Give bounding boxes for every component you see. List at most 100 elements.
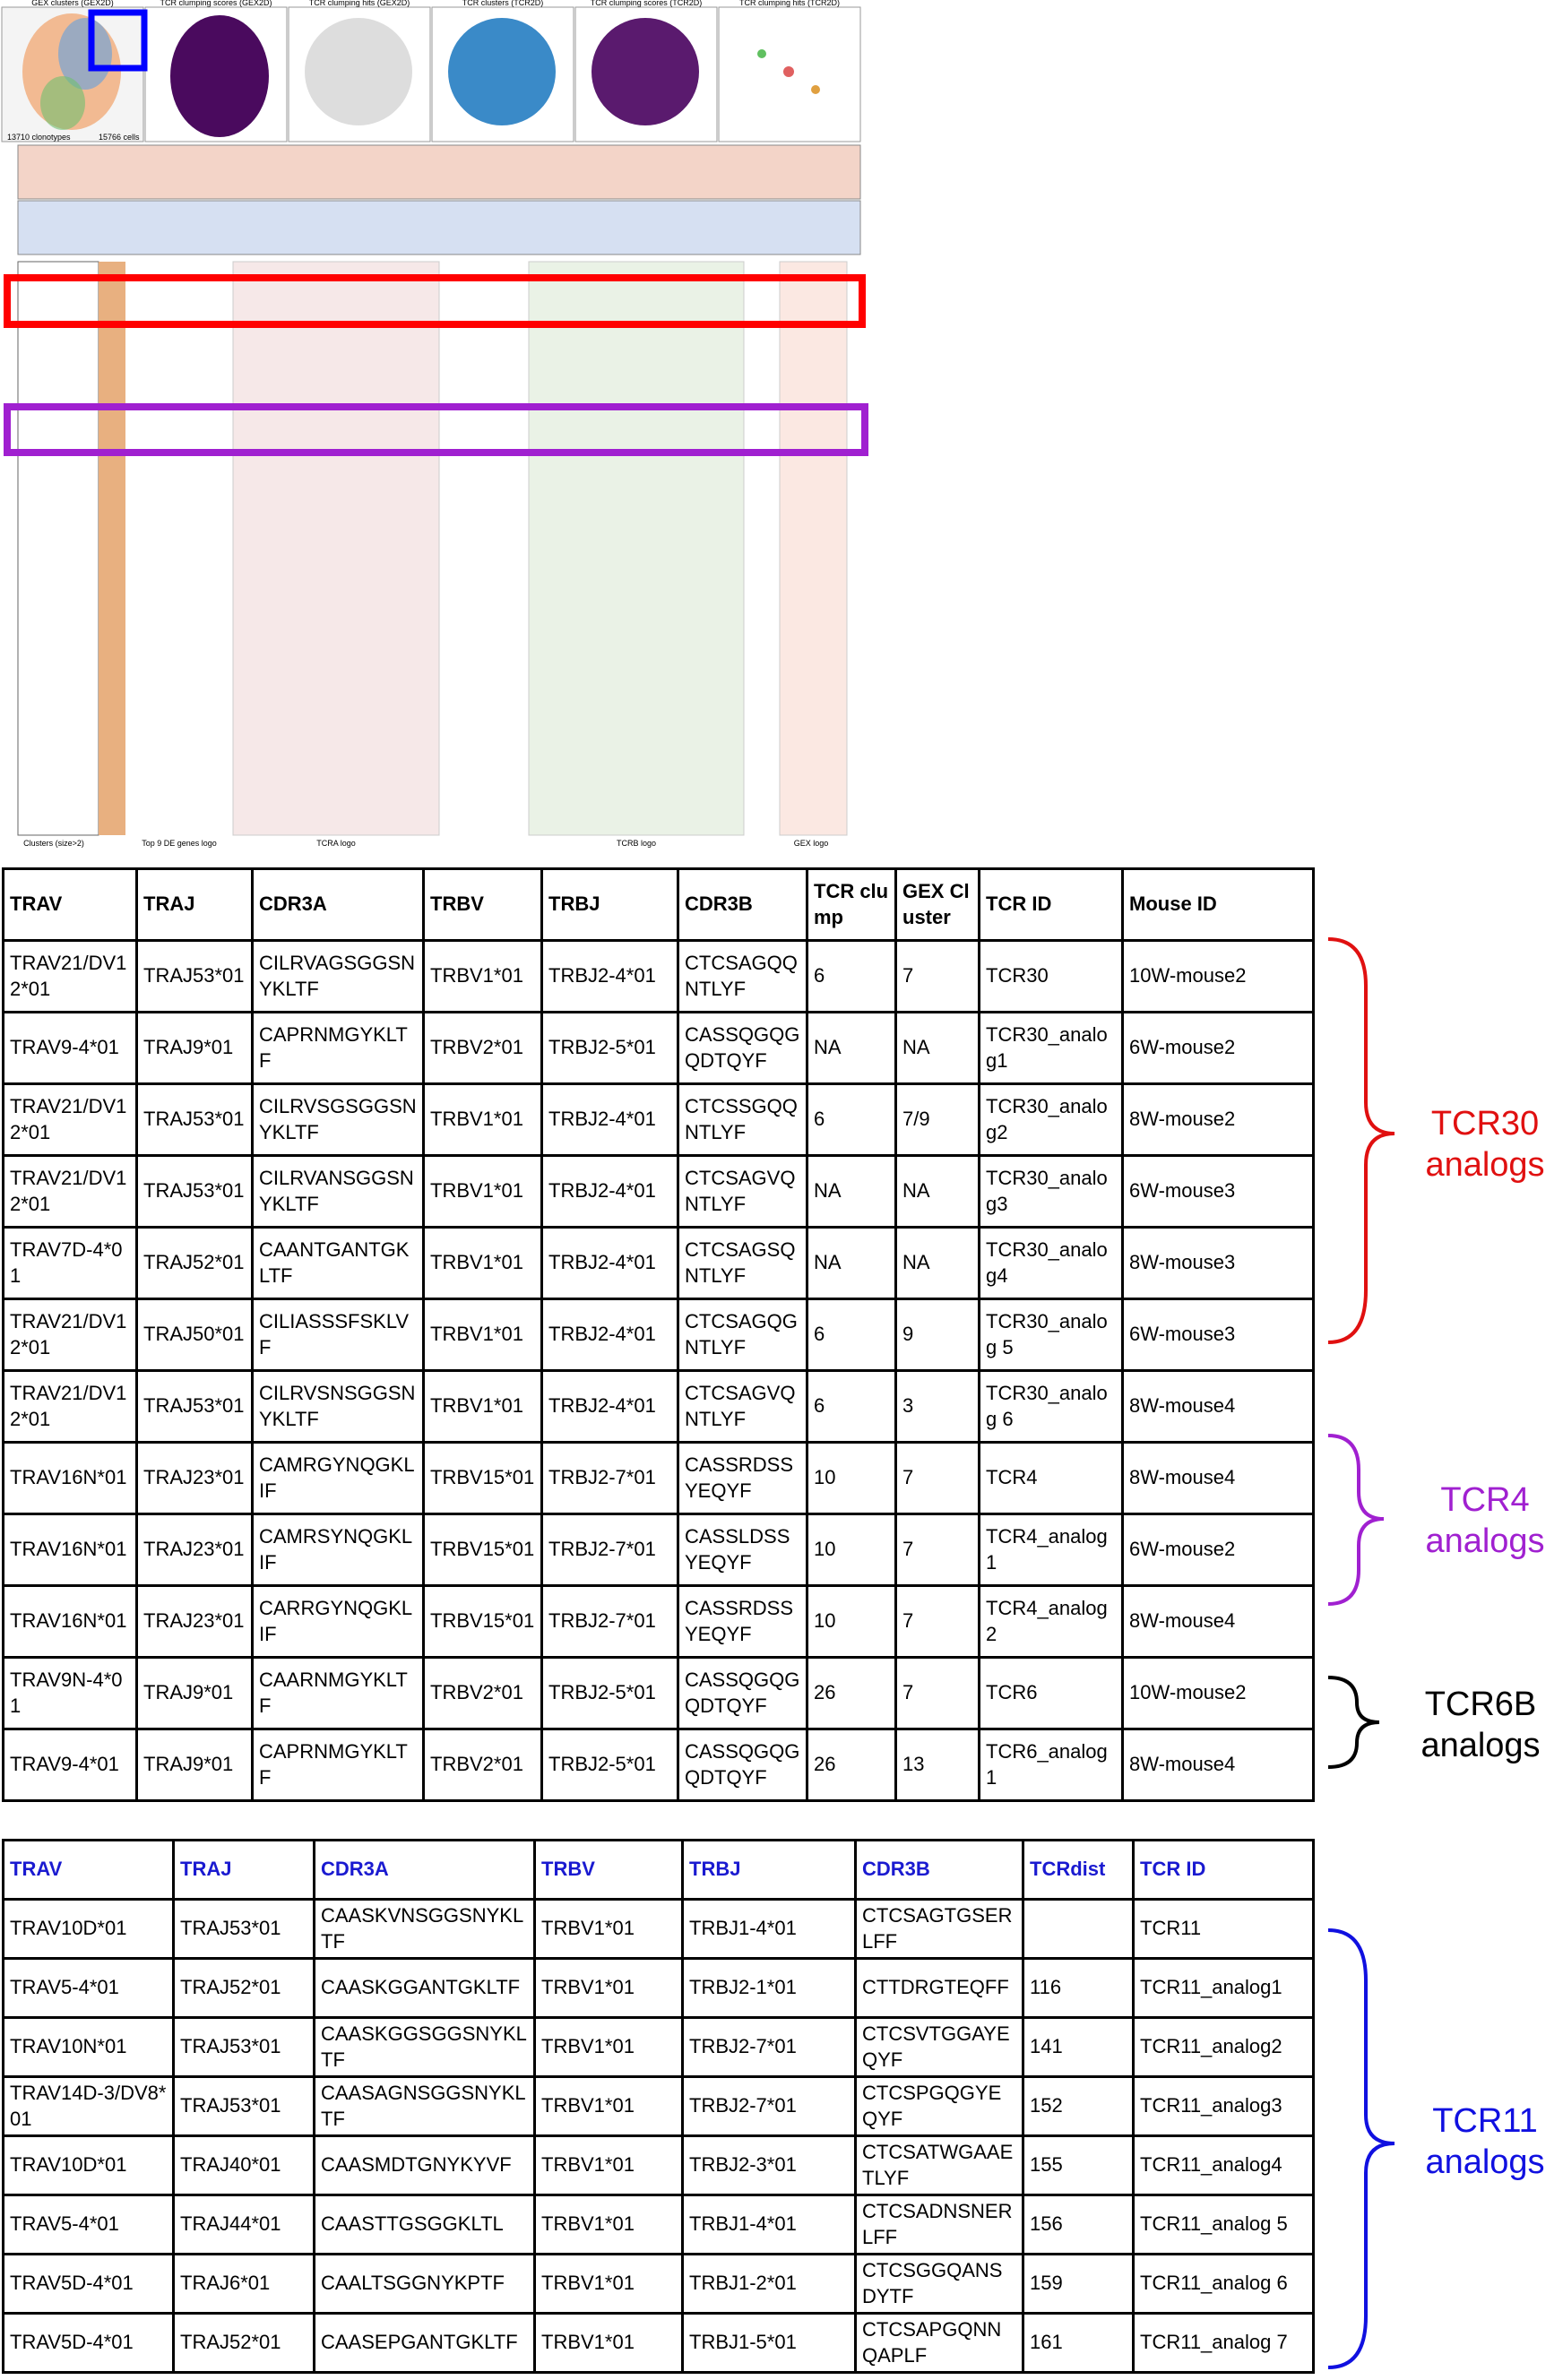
table-cell: 10: [806, 1513, 897, 1587]
table-cell: NA: [894, 1226, 980, 1300]
figure-label: 13710 clonotypes: [7, 133, 71, 142]
table-cell: CAASKGGANTGKLTF: [313, 1957, 536, 2019]
logo-rows: [17, 261, 848, 836]
bracket-label: TCR11 analogs: [1425, 2102, 1545, 2181]
bracket: [1327, 1676, 1380, 1769]
table-cell: 10W-mouse2: [1121, 939, 1315, 1013]
table-cell: TCR4_analog1: [978, 1513, 1124, 1587]
header-cell: CDR3B: [677, 867, 808, 942]
table-cell: TRBV1*01: [533, 1957, 684, 2019]
header-cell: TRAJ: [172, 1839, 315, 1901]
table-cell: TRAV21/DV12*01: [2, 1369, 138, 1444]
table-cell: NA: [806, 1226, 897, 1300]
table-cell: 141: [1022, 2016, 1135, 2078]
table-cell: 7: [894, 1584, 980, 1659]
table-cell: TRAV14D-3/DV8*01: [2, 2075, 175, 2137]
bracket-label: TCR4 analogs: [1425, 1481, 1545, 1560]
table-cell: TRAV5D-4*01: [2, 2253, 175, 2315]
header-cell: TCR ID: [1132, 1839, 1315, 1901]
table-cell: 7: [894, 939, 980, 1013]
table-cell: TRBJ1-5*01: [681, 2312, 857, 2374]
table-cell: NA: [806, 1011, 897, 1085]
table: TRAV TRAJ CDR3A TRBV TRBJ CDR3B TCRdist TCR ID T…: [2, 1839, 1315, 2374]
table-cell: TRAJ40*01: [172, 2134, 315, 2196]
table-cell: 7: [894, 1513, 980, 1587]
table-cell: 159: [1022, 2253, 1135, 2315]
table-row: TRAV5D-4*01 TRAJ52*01 CAASEPGANTGKLTF TRBV1…: [2, 2312, 1315, 2374]
table-cell: TRAV21/DV12*01: [2, 1082, 138, 1157]
table-cell: TRBV1*01: [533, 2194, 684, 2255]
table-row: TRAV5-4*01 TRAJ52*01 CAASKGGANTGKLTF TRBV1*…: [2, 1957, 1315, 2019]
table-row: TRAV10N*01 TRAJ53*01 CAASKGGSGGSNYKLTF TRBV…: [2, 2016, 1315, 2078]
table-cell: CTCSAGVQNTLYF: [677, 1369, 808, 1444]
table-cell: TRBJ2-4*01: [540, 1082, 679, 1157]
highlight-box: [4, 403, 868, 456]
header-row: TRAV TRAJ CDR3A TRBV TRBJ CDR3B TCRdist TCR ID: [2, 1839, 1315, 1901]
table-cell: 8W-mouse4: [1121, 1728, 1315, 1802]
figure-panels: GEX clusters (GEX2D) TCR clumping scores …: [1, 0, 868, 848]
table-cell: TRBV15*01: [422, 1441, 543, 1515]
table-cell: TCR4: [978, 1441, 1124, 1515]
bracket: [1327, 1434, 1385, 1606]
table-cell: TRBV1*01: [533, 2253, 684, 2315]
bracket: [1327, 937, 1395, 1344]
table-cell: 152: [1022, 2075, 1135, 2137]
figure-label: TCR clumping hits (GEX2D): [309, 0, 410, 7]
table-cell: TRBJ2-3*01: [681, 2134, 857, 2196]
table-cell: CAASKGGSGGSNYKLTF: [313, 2016, 536, 2078]
table-cell: TRAJ23*01: [135, 1584, 254, 1659]
table-cell: TRBV1*01: [422, 939, 543, 1013]
table-row: TRAV7D-4*01 TRAJ52*01 CAANTGANTGKLTF TRBV1*…: [2, 1226, 1315, 1300]
table-cell: CASSRDSSYEQYF: [677, 1441, 808, 1515]
table-cell: TRBV1*01: [533, 2312, 684, 2374]
table-cell: TCR30_analog3: [978, 1154, 1124, 1229]
table-cell: CTCSGGQANSDYTF: [854, 2253, 1024, 2315]
table-cell: TRAJ52*01: [172, 2312, 315, 2374]
table-cell: 6: [806, 1298, 897, 1372]
table-cell: TCR11_analog 5: [1132, 2194, 1315, 2255]
table-cell: CASSQGQGQDTQYF: [677, 1011, 808, 1085]
table-cell: TRAV16N*01: [2, 1441, 138, 1515]
table-cell: CTCSATWGAAETLYF: [854, 2134, 1024, 2196]
table-cell: TCR11_analog2: [1132, 2016, 1315, 2078]
table-cell: CAPRNMGYKLTF: [251, 1728, 425, 1802]
table-cell: 8W-mouse4: [1121, 1441, 1315, 1515]
table-cell: TRAJ53*01: [135, 1369, 254, 1444]
table-cell: TRAV10N*01: [2, 2016, 175, 2078]
table-cell: TRBJ2-5*01: [540, 1011, 679, 1085]
table-cell: CASSQGQGQDTQYF: [677, 1728, 808, 1802]
table-cell: CARRGYNQGKLIF: [251, 1584, 425, 1659]
table-cell: 161: [1022, 2312, 1135, 2374]
table-cell: 8W-mouse4: [1121, 1584, 1315, 1659]
table-cell: TCR30_analog1: [978, 1011, 1124, 1085]
table-cell: CTCSAGTGSERLFF: [854, 1898, 1024, 1960]
highlight-box: [4, 274, 866, 328]
table-cell: 6W-mouse3: [1121, 1298, 1315, 1372]
table-cell: 8W-mouse4: [1121, 1369, 1315, 1444]
table-cell: 6W-mouse2: [1121, 1513, 1315, 1587]
figure-label: Clusters (size>2): [23, 839, 84, 848]
table-cell: 6: [806, 1082, 897, 1157]
table-cell: TCR30_analog4: [978, 1226, 1124, 1300]
table-cell: TRBV15*01: [422, 1584, 543, 1659]
table-cell: CILRVSGSGGSNYKLTF: [251, 1082, 425, 1157]
table-cell: TRAV5-4*01: [2, 2194, 175, 2255]
table-cell: TCR11_analog3: [1132, 2075, 1315, 2137]
table-cell: 7: [894, 1656, 980, 1730]
table-cell: TRBJ1-4*01: [681, 1898, 857, 1960]
table-cell: TRAJ9*01: [135, 1728, 254, 1802]
table-cell: 3: [894, 1369, 980, 1444]
figure-label: GEX logo: [794, 839, 829, 848]
figure-label: GEX clusters (GEX2D): [31, 0, 114, 7]
table-cell: CTCSAGQQNTLYF: [677, 939, 808, 1013]
table-cell: CASSRDSSYEQYF: [677, 1584, 808, 1659]
table-cell: 7: [894, 1441, 980, 1515]
header-cell: CDR3B: [854, 1839, 1024, 1901]
header-cell: TCR ID: [978, 867, 1124, 942]
table-cell: TRAJ53*01: [172, 2075, 315, 2137]
header-cell: TRAV: [2, 1839, 175, 1901]
highlight-box: [88, 9, 148, 72]
table-cell: TCR6: [978, 1656, 1124, 1730]
table-cell: NA: [894, 1011, 980, 1085]
table-cell: TCR30: [978, 939, 1124, 1013]
